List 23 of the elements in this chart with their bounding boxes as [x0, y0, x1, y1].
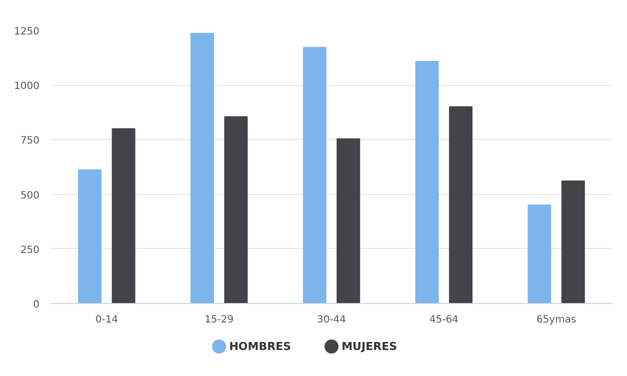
x-tick-label: 0-14: [95, 314, 118, 326]
legend-label: HOMBRES: [229, 340, 292, 353]
x-tick-label: 65ymas: [536, 314, 576, 326]
bar: [415, 61, 439, 304]
x-tick-label: 45-64: [429, 314, 458, 326]
x-tick-label: 15-29: [204, 314, 234, 326]
bar: [190, 32, 214, 304]
y-tick-label: 500: [20, 190, 40, 202]
y-tick-label: 1000: [14, 81, 40, 92]
x-tick-label: 30-44: [316, 314, 346, 326]
bar: [112, 128, 136, 304]
legend-label: MUJERES: [342, 340, 398, 353]
y-tick-label: 0: [33, 300, 40, 310]
y-tick-label: 250: [20, 244, 40, 256]
bar: [561, 180, 585, 304]
y-tick-label: 1250: [14, 26, 40, 38]
bar: [449, 106, 472, 304]
bar: [336, 138, 360, 304]
bar: [78, 169, 102, 304]
bar: [302, 46, 326, 304]
y-tick-label: 750: [20, 136, 40, 147]
bar: [224, 116, 248, 304]
bar: [528, 204, 552, 304]
